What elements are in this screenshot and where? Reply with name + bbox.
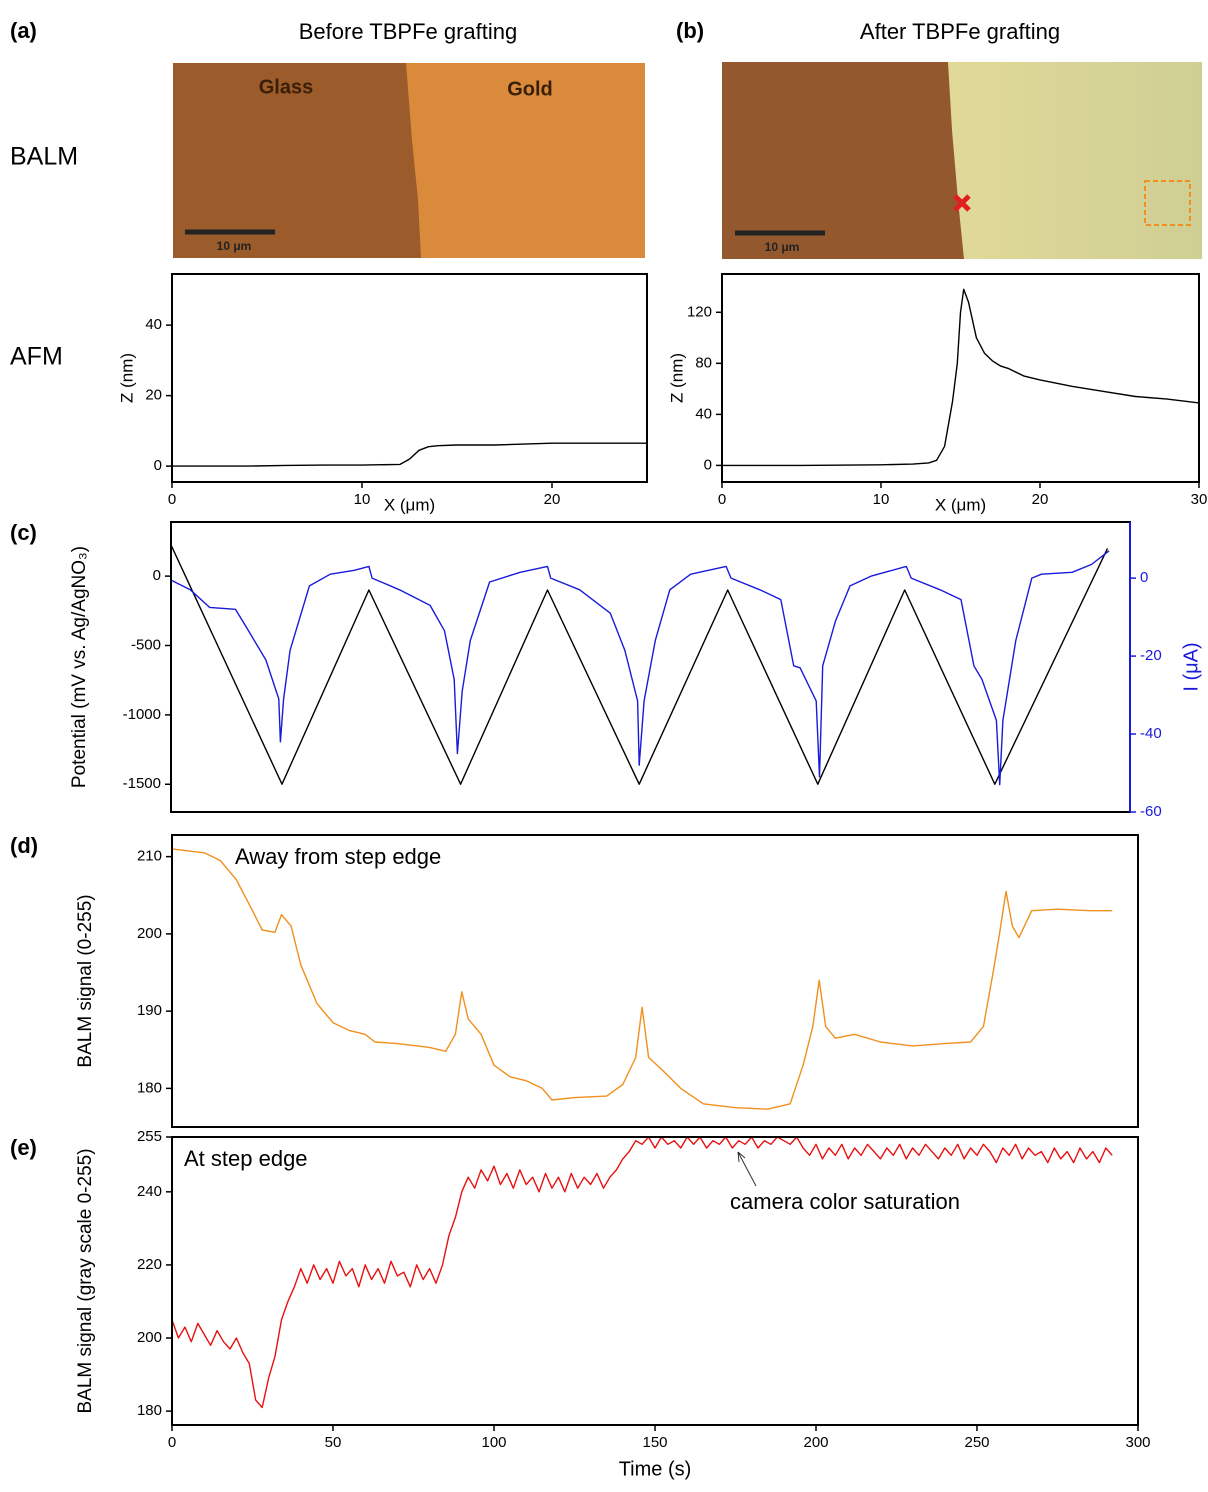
annotation: Away from step edge — [235, 844, 441, 869]
data-line — [170, 550, 1110, 786]
annotation: camera color saturation — [730, 1189, 960, 1214]
panel-title: After TBPFe grafting — [860, 19, 1060, 44]
x-tick-label: 0 — [168, 491, 176, 508]
y-tick-label: 80 — [695, 354, 712, 371]
x-axis-label: X (μm) — [935, 495, 986, 514]
y2-tick-label: -40 — [1140, 725, 1162, 742]
x-tick-label: 30 — [1191, 491, 1208, 508]
x-tick-label: 150 — [642, 1434, 667, 1451]
y-axis-label: BALM signal (gray scale 0-255) — [75, 1148, 96, 1413]
x-tick-label: 0 — [168, 1434, 176, 1451]
y-tick-label: 20 — [145, 387, 162, 404]
y-tick-label: 240 — [137, 1183, 162, 1200]
y-tick-label: 220 — [137, 1256, 162, 1273]
y-tick-label: 200 — [137, 925, 162, 942]
x-tick-label: 200 — [803, 1434, 828, 1451]
y2-tick-label: -60 — [1140, 803, 1162, 820]
data-line — [170, 544, 1109, 785]
y-tick-label: 210 — [137, 848, 162, 865]
y-axis-label: Potential (mV vs. Ag/AgNO₃) — [69, 546, 90, 788]
y-tick-label: 190 — [137, 1002, 162, 1019]
image-label: Gold — [507, 78, 553, 100]
y-tick-label: 255 — [137, 1128, 162, 1145]
y-tick-label: 120 — [687, 303, 712, 320]
scale-bar-label: 10 μm — [765, 240, 800, 254]
x-tick-label: 100 — [481, 1434, 506, 1451]
data-line — [171, 1136, 1113, 1409]
panel-title: Before TBPFe grafting — [299, 19, 518, 44]
scale-bar-label: 10 μm — [217, 239, 252, 253]
y-tick-label: 180 — [137, 1402, 162, 1419]
y-axis-label: BALM signal (0-255) — [75, 894, 96, 1067]
y-axis-label: Z (nm) — [667, 353, 686, 403]
x-tick-label: 20 — [544, 491, 561, 508]
plot-frame — [171, 273, 648, 483]
data-line — [172, 442, 647, 467]
y-tick-label: -1000 — [123, 706, 161, 723]
y-tick-label: 200 — [137, 1329, 162, 1346]
annotation: At step edge — [184, 1146, 308, 1171]
y-tick-label: 0 — [154, 457, 162, 474]
data-line — [722, 288, 1200, 467]
y-axis-label: Z (nm) — [117, 353, 136, 403]
x-tick-label: 250 — [964, 1434, 989, 1451]
row-label: BALM — [10, 143, 78, 171]
row-label: AFM — [10, 343, 63, 371]
x-axis-label: X (μm) — [384, 495, 435, 514]
y2-axis-label: I (μA) — [1180, 642, 1202, 691]
x-tick-label: 10 — [873, 491, 890, 508]
plot-frame — [171, 834, 1139, 1128]
x-tick-label: 0 — [718, 491, 726, 508]
x-tick-label: 50 — [325, 1434, 342, 1451]
panel-label: (e) — [10, 1135, 37, 1160]
x-tick-label: 300 — [1125, 1434, 1150, 1451]
y-tick-label: 40 — [695, 405, 712, 422]
plot-frame — [171, 1136, 1139, 1426]
plot-frame — [721, 273, 1200, 483]
y-tick-label: 0 — [153, 567, 161, 584]
x-tick-label: 20 — [1032, 491, 1049, 508]
y2-tick-label: -20 — [1140, 647, 1162, 664]
y-tick-label: -1500 — [123, 775, 161, 792]
image-label: Glass — [259, 76, 313, 98]
y-tick-label: 180 — [137, 1079, 162, 1096]
x-tick-label: 10 — [354, 491, 371, 508]
panel-label: (d) — [10, 833, 38, 858]
x-axis-label: Time (s) — [619, 1458, 692, 1480]
micrograph-a — [173, 63, 645, 258]
y-tick-label: 40 — [145, 316, 162, 333]
panel-label: (b) — [676, 18, 704, 43]
y-tick-label: 0 — [704, 456, 712, 473]
panel-label: (c) — [10, 520, 37, 545]
micrograph-b — [722, 62, 1202, 259]
annotation-arrow — [737, 1151, 757, 1187]
panel-label: (a) — [10, 18, 37, 43]
y2-tick-label: 0 — [1140, 569, 1148, 586]
data-line — [171, 848, 1113, 1110]
y-tick-label: -500 — [131, 636, 161, 653]
